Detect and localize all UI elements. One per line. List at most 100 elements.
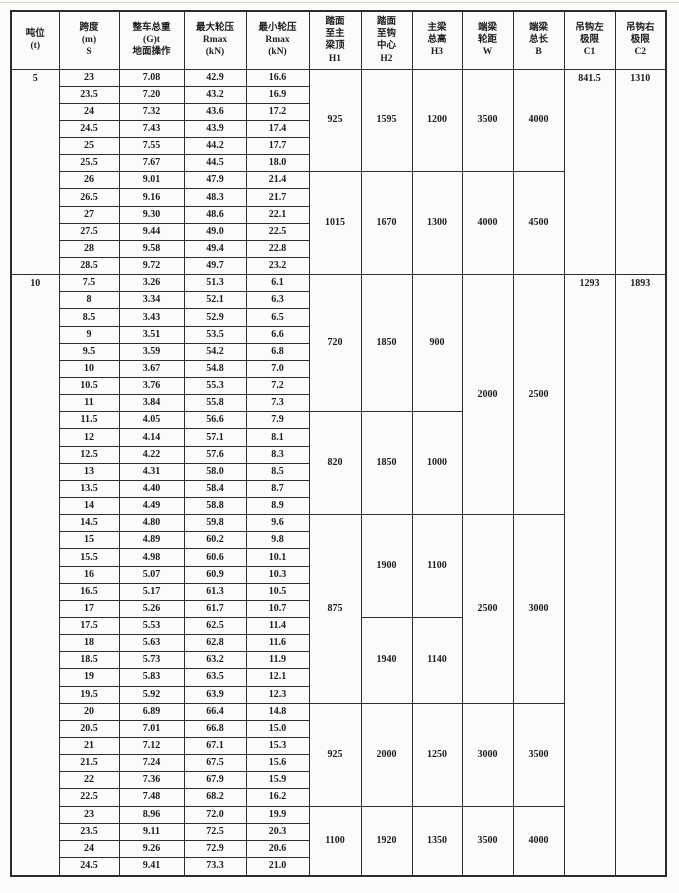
cell-rmin: 21.0: [245, 856, 310, 877]
table-row: 28 9.58 49.4 22.8: [11, 239, 666, 259]
cell-rmin: 18.0: [245, 154, 310, 173]
table-row: 17.5 5.53 62.5 11.4 1940 1140: [11, 616, 666, 704]
cell-weight: 9.11: [118, 822, 185, 841]
cell-weight: 9.30: [118, 205, 185, 224]
cell-w: 2000: [461, 274, 514, 516]
cell-tonnage: 10: [10, 274, 60, 877]
cell-rmin: 8.9: [245, 497, 310, 516]
cell-rmax: 43.2: [183, 85, 247, 104]
cell-w: 4000: [461, 171, 514, 276]
cell-rmin: 8.1: [245, 428, 310, 447]
cell-span: 16.5: [58, 582, 120, 601]
cell-h1: 820: [308, 411, 362, 516]
cell-weight: 5.63: [118, 634, 185, 653]
cell-rmax: 60.2: [183, 531, 247, 550]
cell-rmin: 20.3: [245, 822, 310, 841]
column-header-c2: 吊钩右 极限 C2: [614, 10, 667, 70]
cell-h2: 1920: [360, 805, 413, 877]
cell-rmin: 12.3: [245, 685, 310, 704]
cell-h1: 1015: [308, 171, 362, 276]
cell-b: 4000: [512, 805, 565, 877]
cell-weight: 7.20: [118, 85, 185, 104]
cell-span: 10.5: [58, 377, 120, 396]
cell-span: 12.5: [58, 445, 120, 464]
table-row: 18.5 5.73 63.2 11.9: [11, 651, 666, 670]
cell-weight: 4.14: [118, 428, 185, 447]
cell-rmin: 23.2: [245, 257, 310, 276]
cell-span: 23: [58, 68, 120, 87]
cell-span: 24.5: [58, 856, 120, 877]
cell-h3: 1300: [411, 171, 463, 276]
cell-span: 8: [58, 291, 120, 310]
cell-rmax: 58.8: [183, 497, 247, 516]
cell-w: 2500: [461, 514, 514, 704]
cell-h1: 925: [308, 702, 362, 807]
cell-rmin: 6.5: [245, 308, 310, 327]
cell-rmax: 52.1: [183, 291, 247, 310]
cell-rmin: 10.1: [245, 548, 310, 567]
cell-rmin: 7.2: [245, 377, 310, 396]
cell-weight: 3.34: [118, 291, 185, 310]
table-row: 5 23 7.08 42.9 16.6 925 1595 1200 3500 4000 841.5 1…: [10, 68, 667, 276]
cell-weight: 7.55: [118, 137, 185, 156]
cell-rmax: 44.5: [183, 154, 247, 173]
cell-rmin: 7.9: [245, 411, 310, 430]
cell-rmax: 57.1: [183, 428, 247, 447]
cell-rmin: 22.8: [245, 239, 310, 259]
cell-span: 10: [58, 359, 120, 379]
table-row: 24.5 7.43 43.9 17.4: [11, 119, 666, 139]
cell-weight: 4.05: [118, 411, 185, 430]
table-row: 25.5 7.67 44.5 18.0: [11, 154, 666, 173]
cell-h3: 900: [411, 274, 463, 413]
cell-span: 26: [58, 171, 120, 190]
table-row: 22.5 7.48 68.2 16.2: [11, 788, 666, 807]
cell-weight: 7.32: [118, 102, 185, 121]
cell-rmin: 16.2: [245, 788, 310, 807]
cell-weight: 7.43: [118, 119, 185, 139]
cell-weight: 9.26: [118, 839, 185, 858]
column-header-h2: 踏面 至钩 中心 H2: [360, 10, 413, 70]
cell-rmin: 19.9: [245, 805, 310, 824]
cell-span: 19.5: [58, 685, 120, 704]
cell-rmin: 21.4: [245, 171, 310, 190]
cell-span: 28: [58, 239, 120, 259]
cell-rmin: 6.3: [245, 291, 310, 310]
cell-weight: 9.16: [118, 188, 185, 207]
cell-span: 18: [58, 634, 120, 653]
cell-rmin: 9.6: [245, 514, 310, 533]
table-row: 19.5 5.92 63.9 12.3: [11, 685, 666, 704]
cell-rmax: 49.0: [183, 222, 247, 241]
cell-span: 17: [58, 599, 120, 619]
cell-rmax: 58.4: [183, 479, 247, 499]
cell-rmin: 6.8: [245, 342, 310, 361]
cell-span: 20.5: [58, 719, 120, 738]
cell-h2: 2000: [360, 702, 413, 807]
cell-w: 3000: [461, 702, 514, 807]
cell-span: 14.5: [58, 514, 120, 533]
table-row: 23.5 7.20 43.2 16.9: [11, 85, 666, 104]
cell-rmin: 8.5: [245, 462, 310, 481]
cell-weight: 7.67: [118, 154, 185, 173]
cell-span: 13: [58, 462, 120, 481]
cell-rmin: 10.3: [245, 565, 310, 584]
cell-rmin: 6.6: [245, 325, 310, 344]
table-row: 18 5.63 62.8 11.6: [11, 634, 666, 653]
cell-rmax: 72.9: [183, 839, 247, 858]
cell-h3: 1250: [411, 702, 463, 807]
cell-weight: 5.73: [118, 651, 185, 670]
cell-rmin: 17.2: [245, 102, 310, 121]
cell-weight: 7.01: [118, 719, 185, 738]
cell-span: 17.5: [58, 616, 120, 636]
header-row: 吨位 (t) 跨度 (m) S 整车总重 (G)t 地面操作 最大轮压 Rmax (k…: [10, 10, 667, 70]
column-header-b: 端梁 总长 B: [512, 10, 565, 70]
cell-rmax: 55.8: [183, 394, 247, 413]
cell-rmin: 16.9: [245, 85, 310, 104]
cell-h2: 1850: [360, 274, 413, 413]
cell-rmin: 22.1: [245, 205, 310, 224]
column-header-span: 跨度 (m) S: [58, 10, 120, 70]
cell-rmax: 56.6: [183, 411, 247, 430]
cell-weight: 7.36: [118, 771, 185, 790]
cell-rmax: 72.0: [183, 805, 247, 824]
cell-weight: 7.12: [118, 736, 185, 756]
column-header-h3: 主梁 总高 H3: [411, 10, 463, 70]
